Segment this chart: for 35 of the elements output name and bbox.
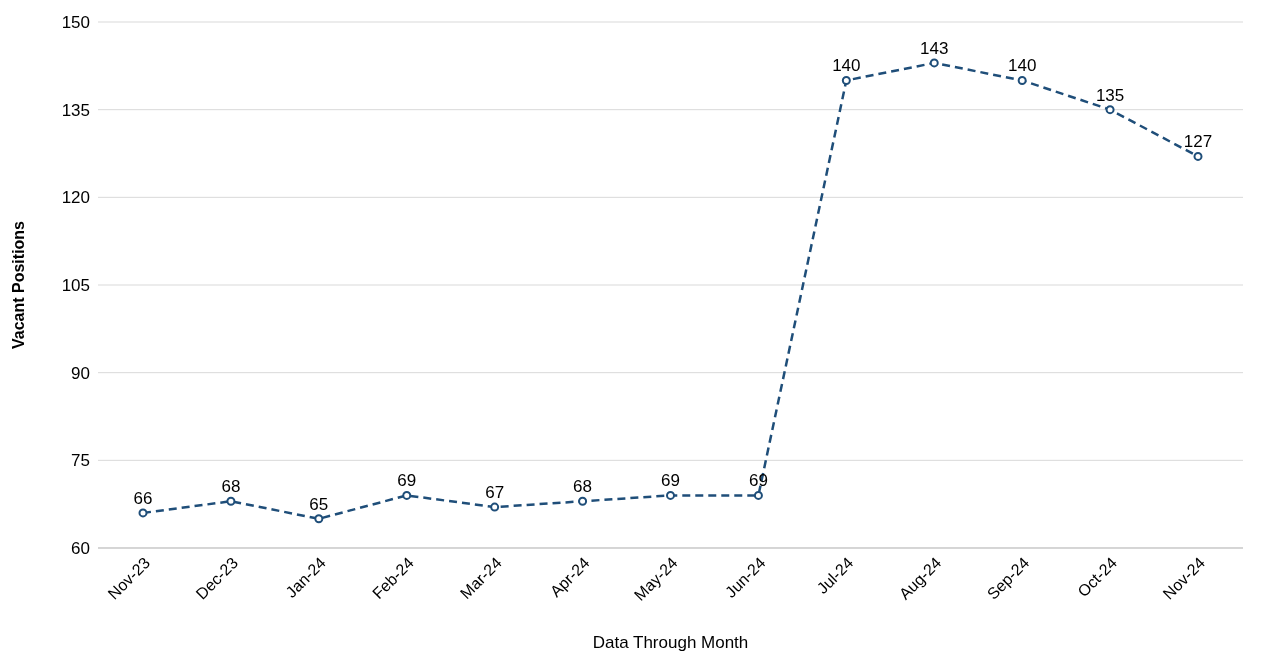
point [1105, 105, 1115, 115]
data-label: 65 [309, 494, 329, 514]
point [578, 496, 588, 506]
data-label: 68 [221, 477, 241, 497]
data-label: 143 [920, 38, 949, 58]
y-tick-label: 150 [61, 13, 90, 33]
y-tick-label: 135 [61, 100, 90, 120]
data-label: 69 [397, 471, 417, 491]
data-label: 68 [573, 477, 593, 497]
point [666, 490, 675, 500]
point [490, 502, 500, 512]
y-tick-label: 120 [61, 188, 90, 208]
point [841, 75, 851, 85]
point [1017, 75, 1027, 85]
data-label: 67 [485, 483, 505, 503]
point [402, 490, 412, 500]
y-tick-label: 105 [61, 276, 90, 296]
data-label: 140 [832, 56, 861, 76]
data-label: 66 [133, 488, 153, 508]
x-axis-title: Data Through Month [592, 633, 749, 652]
point [1193, 151, 1203, 161]
y-tick-label: 90 [71, 363, 90, 383]
point [314, 514, 324, 524]
point [753, 490, 763, 500]
point [226, 496, 236, 506]
y-tick-label: 75 [71, 451, 90, 471]
data-label: 140 [1007, 56, 1037, 76]
data-label: 127 [1183, 132, 1213, 152]
data-label: 135 [1095, 85, 1125, 105]
data-label: 69 [748, 471, 768, 491]
y-axis-title: Vacant Positions [9, 220, 27, 350]
point [138, 508, 148, 518]
data-label: 69 [661, 471, 680, 491]
point [929, 58, 939, 68]
y-tick-label: 60 [71, 539, 90, 559]
